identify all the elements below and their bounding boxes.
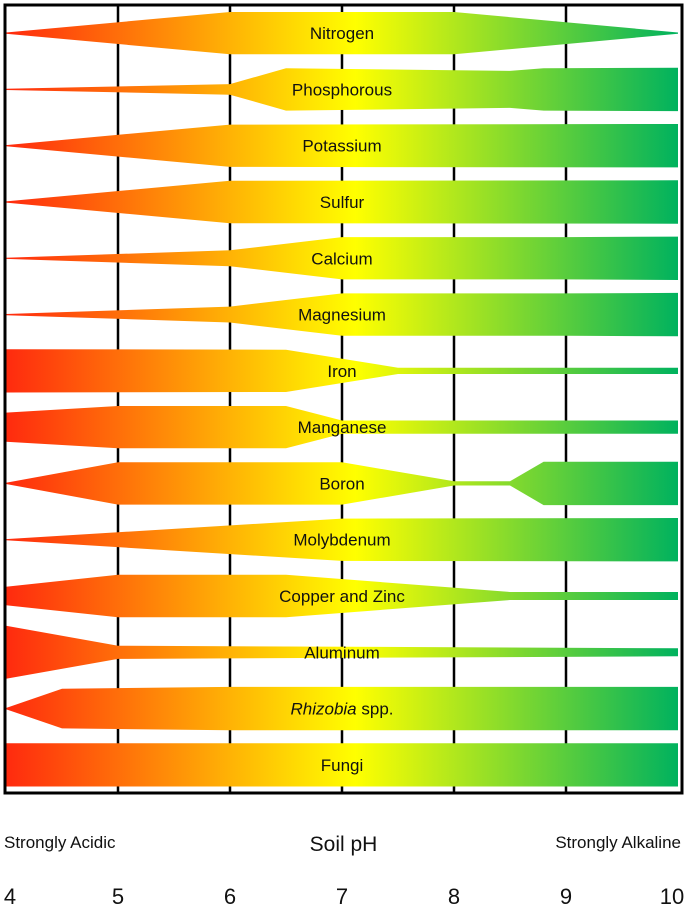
band-label-magnesium: Magnesium (298, 306, 386, 325)
band-manganese (6, 406, 678, 449)
band-phosphorous (6, 67, 678, 112)
band-label-phosphorous: Phosphorous (292, 80, 392, 99)
band-label-boron: Boron (319, 474, 364, 493)
band-label-manganese: Manganese (298, 418, 387, 437)
x-tick-label-9: 9 (559, 884, 573, 909)
band-rhizobia-spp (6, 686, 678, 731)
band-molybdenum (6, 518, 678, 562)
band-sulfur (6, 180, 678, 224)
band-label-copper-and-zinc: Copper and Zinc (279, 587, 405, 606)
band-label-aluminum: Aluminum (304, 643, 380, 662)
x-tick-label-8: 8 (447, 884, 461, 909)
band-label-fungi: Fungi (321, 756, 364, 775)
band-magnesium (6, 292, 678, 337)
band-label-sulfur: Sulfur (320, 193, 365, 212)
x-tick-label-10: 10 (659, 884, 685, 909)
band-calcium (6, 236, 678, 280)
band-aluminum (6, 625, 678, 679)
x-tick-label-4: 4 (3, 884, 17, 909)
band-boron (6, 461, 678, 506)
band-label-iron: Iron (327, 362, 356, 381)
band-label-calcium: Calcium (311, 249, 372, 268)
band-iron (6, 349, 678, 393)
nutrient-availability-chart: Nitrogen Phosphorous Potassium Sulfur Calciu… (3, 3, 684, 795)
band-labels: Nitrogen Phosphorous Potassium Sulfur Calciu… (279, 24, 405, 775)
band-label-molybdenum: Molybdenum (293, 531, 390, 550)
x-tick-label-5: 5 (111, 884, 125, 909)
band-label-potassium: Potassium (302, 137, 381, 156)
band-label-nitrogen: Nitrogen (310, 24, 374, 43)
strongly-acidic-label: Strongly Acidic (4, 833, 116, 852)
band-fungi (6, 743, 678, 787)
band-label-rhizobia-spp: Rhizobia spp. (290, 700, 393, 719)
strongly-alkaline-label: Strongly Alkaline (555, 833, 681, 852)
nutrient-bands (6, 12, 678, 787)
x-tick-label-6: 6 (223, 884, 237, 909)
x-tick-label-7: 7 (335, 884, 349, 909)
band-potassium (6, 124, 678, 168)
band-copper-and-zinc (6, 574, 678, 618)
x-axis-title: Soil pH (309, 833, 378, 856)
band-nitrogen (6, 12, 678, 55)
gridlines (116, 5, 568, 793)
plot-frame (3, 3, 684, 795)
